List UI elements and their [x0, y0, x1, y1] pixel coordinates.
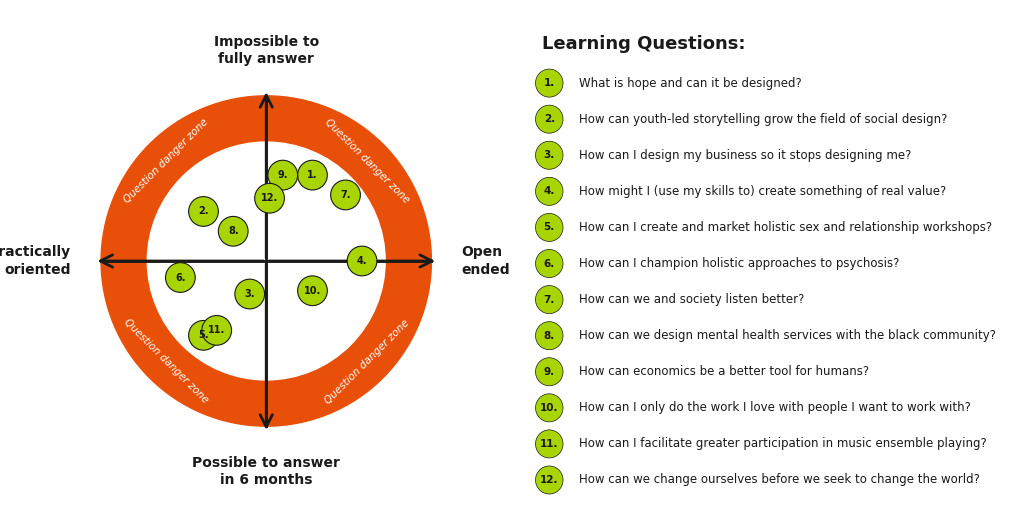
- Circle shape: [536, 430, 563, 458]
- Circle shape: [536, 105, 563, 133]
- Text: 2.: 2.: [544, 114, 555, 124]
- Circle shape: [536, 250, 563, 278]
- Text: What is hope and can it be designed?: What is hope and can it be designed?: [579, 77, 802, 90]
- Circle shape: [188, 321, 218, 350]
- Text: How can I champion holistic approaches to psychosis?: How can I champion holistic approaches t…: [579, 257, 899, 270]
- Text: 4.: 4.: [544, 186, 555, 196]
- Circle shape: [218, 217, 248, 246]
- Circle shape: [536, 358, 563, 386]
- Circle shape: [536, 466, 563, 494]
- Text: Learning Questions:: Learning Questions:: [542, 35, 745, 53]
- Text: How can I create and market holistic sex and relationship workshops?: How can I create and market holistic sex…: [579, 221, 992, 234]
- Circle shape: [347, 246, 377, 276]
- Text: How can I facilitate greater participation in music ensemble playing?: How can I facilitate greater participati…: [579, 437, 986, 450]
- Circle shape: [202, 315, 231, 345]
- Circle shape: [331, 180, 360, 210]
- Text: 8.: 8.: [544, 330, 555, 341]
- Text: 5.: 5.: [199, 330, 209, 340]
- Circle shape: [268, 160, 298, 190]
- Text: 7.: 7.: [544, 294, 555, 304]
- Text: 2.: 2.: [199, 207, 209, 217]
- Text: How might I (use my skills to) create something of real value?: How might I (use my skills to) create so…: [579, 185, 946, 198]
- Text: Question danger zone: Question danger zone: [122, 317, 210, 406]
- Text: 9.: 9.: [278, 170, 288, 180]
- Text: 11.: 11.: [540, 439, 558, 449]
- Circle shape: [234, 279, 264, 309]
- Circle shape: [536, 213, 563, 242]
- Circle shape: [536, 286, 563, 314]
- Text: 9.: 9.: [544, 367, 555, 377]
- Circle shape: [147, 142, 385, 380]
- Text: Question danger zone: Question danger zone: [323, 116, 411, 205]
- Text: 12.: 12.: [261, 193, 279, 203]
- Circle shape: [298, 276, 328, 305]
- Text: 6.: 6.: [544, 258, 555, 268]
- Text: How can I only do the work I love with people I want to work with?: How can I only do the work I love with p…: [579, 401, 971, 414]
- Text: 10.: 10.: [304, 286, 322, 296]
- Circle shape: [255, 183, 285, 213]
- Text: Practically
oriented: Practically oriented: [0, 245, 72, 277]
- Text: 6.: 6.: [175, 272, 185, 282]
- Text: How can youth-led storytelling grow the field of social design?: How can youth-led storytelling grow the …: [579, 113, 947, 126]
- Text: How can we design mental health services with the black community?: How can we design mental health services…: [579, 329, 995, 342]
- Circle shape: [536, 69, 563, 97]
- Text: Question danger zone: Question danger zone: [122, 116, 210, 205]
- Text: 11.: 11.: [208, 325, 225, 335]
- Text: 5.: 5.: [544, 222, 555, 232]
- Text: Possible to answer
in 6 months: Possible to answer in 6 months: [193, 456, 340, 487]
- Circle shape: [188, 197, 218, 227]
- Text: How can we and society listen better?: How can we and society listen better?: [579, 293, 804, 306]
- Text: Question danger zone: Question danger zone: [323, 317, 411, 406]
- Text: How can we change ourselves before we seek to change the world?: How can we change ourselves before we se…: [579, 473, 980, 487]
- Text: 10.: 10.: [540, 403, 558, 413]
- Text: Impossible to
fully answer: Impossible to fully answer: [214, 35, 318, 66]
- Text: 7.: 7.: [340, 190, 351, 200]
- Text: 1.: 1.: [307, 170, 317, 180]
- Circle shape: [536, 177, 563, 205]
- Text: 3.: 3.: [544, 150, 555, 160]
- Text: Open
ended: Open ended: [461, 245, 510, 277]
- Circle shape: [536, 322, 563, 350]
- Text: 4.: 4.: [356, 256, 368, 266]
- Text: How can I design my business so it stops designing me?: How can I design my business so it stops…: [579, 149, 911, 162]
- Text: 8.: 8.: [228, 226, 239, 236]
- Text: 1.: 1.: [544, 78, 555, 88]
- Text: 3.: 3.: [245, 289, 255, 299]
- Circle shape: [298, 160, 328, 190]
- Text: 12.: 12.: [540, 475, 558, 485]
- Text: How can economics be a better tool for humans?: How can economics be a better tool for h…: [579, 365, 869, 378]
- Circle shape: [536, 141, 563, 169]
- Circle shape: [536, 394, 563, 422]
- Circle shape: [166, 263, 196, 292]
